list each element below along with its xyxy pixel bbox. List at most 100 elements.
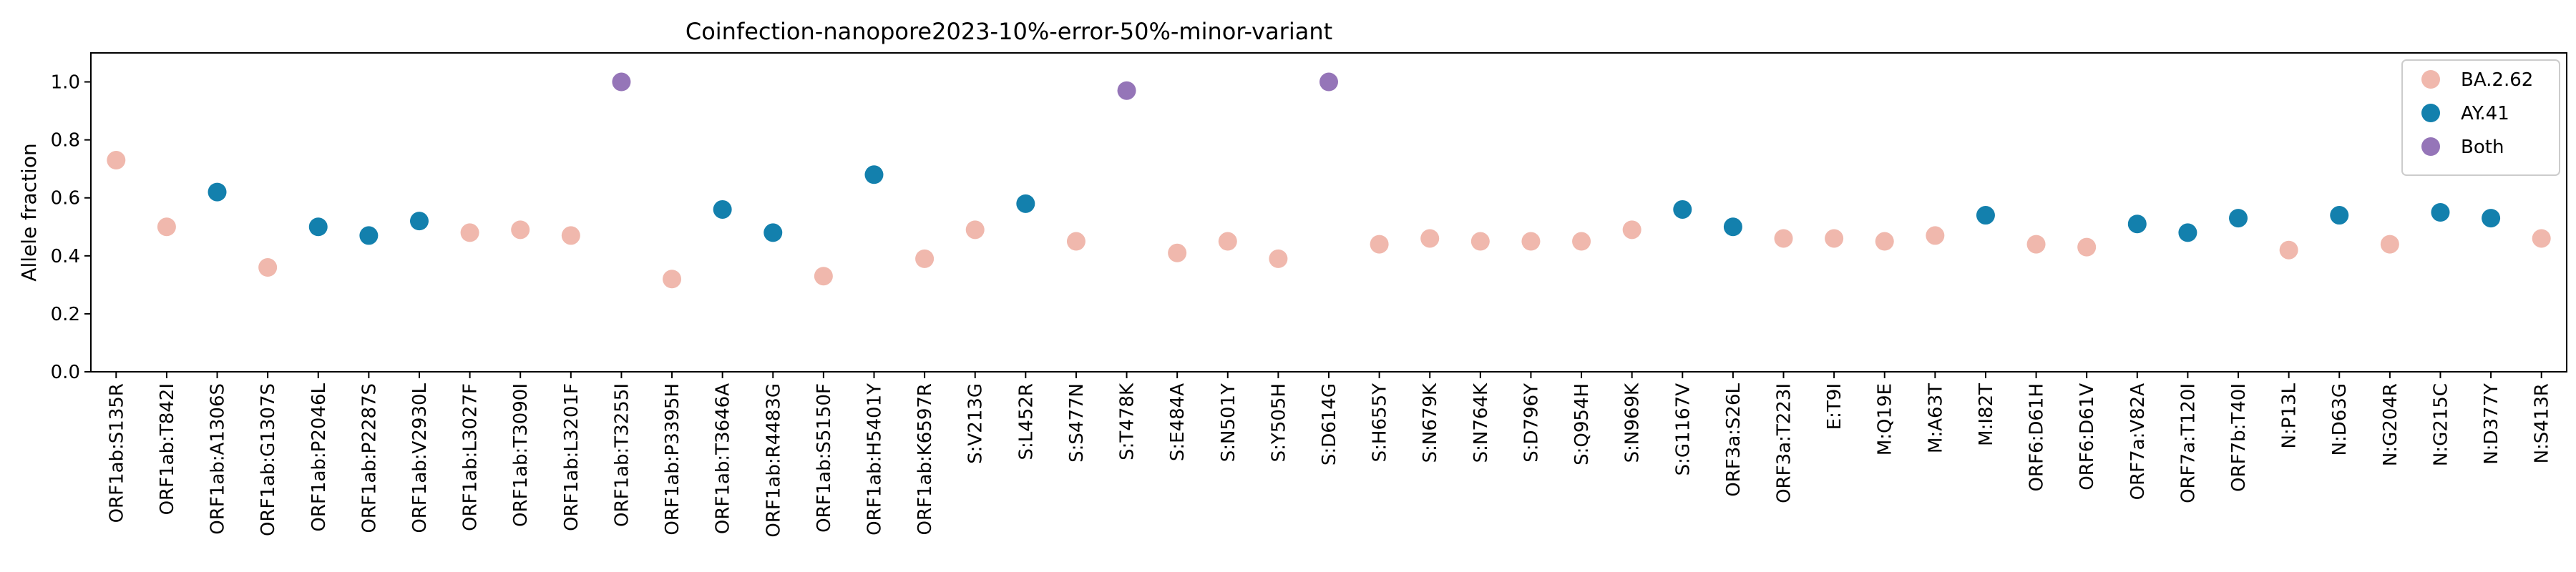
- x-tick-label: ORF1ab:T842I: [157, 383, 178, 515]
- data-point: [763, 223, 783, 242]
- x-tick-label: ORF1ab:T3090I: [510, 383, 532, 527]
- x-tick-label: N:G204R: [2380, 383, 2401, 466]
- x-tick-label: S:Q954H: [1571, 383, 1593, 465]
- data-point: [1875, 232, 1894, 251]
- data-point: [2330, 206, 2349, 225]
- x-tick-label: S:N501Y: [1218, 383, 1239, 462]
- data-point: [157, 217, 176, 237]
- data-point: [713, 199, 732, 219]
- data-point: [1168, 243, 1187, 262]
- x-tick-label: ORF1ab:T3646A: [713, 383, 734, 534]
- data-point: [814, 267, 833, 286]
- chart-title: Coinfection-nanopore2023-10%-error-50%-m…: [686, 18, 1332, 45]
- data-point: [2077, 237, 2097, 257]
- x-tick-label: N:P13L: [2279, 383, 2301, 448]
- data-point: [409, 212, 429, 231]
- x-tick-label: ORF3a:T223I: [1774, 383, 1795, 503]
- data-point: [107, 151, 126, 170]
- x-tick-label: M:A63T: [1925, 383, 1946, 453]
- x-tick-label: ORF1ab:L3027F: [460, 383, 482, 531]
- x-tick-label: ORF1ab:S5150F: [814, 383, 835, 533]
- data-point: [2178, 223, 2197, 242]
- data-point: [965, 220, 985, 240]
- x-tick-label: ORF7b:T40I: [2228, 383, 2250, 492]
- x-tick-label: ORF1ab:V2930L: [409, 383, 431, 533]
- x-tick-label: S:V213G: [965, 383, 987, 464]
- x-tick-label: S:S477N: [1066, 383, 1088, 463]
- legend-box: [2401, 59, 2560, 176]
- data-point: [1420, 229, 1440, 248]
- y-tick-label: 0.4: [51, 246, 80, 267]
- x-tick-label: ORF1ab:P2287S: [358, 383, 380, 533]
- data-point: [915, 249, 935, 268]
- data-point: [561, 226, 580, 245]
- data-point: [1269, 249, 1288, 268]
- x-tick-label: ORF7a:T120I: [2177, 383, 2199, 503]
- data-point: [1117, 81, 1136, 100]
- data-point: [2380, 235, 2399, 254]
- data-point: [2532, 229, 2551, 248]
- legend: BA.2.62 AY.41 Both: [2401, 59, 2560, 176]
- x-tick-label: S:D796Y: [1521, 383, 1542, 463]
- x-tick-label: N:D377Y: [2481, 383, 2502, 465]
- plot-area: [107, 72, 2551, 289]
- x-tick-label: S:D614G: [1319, 383, 1340, 465]
- x-tick-label: ORF1ab:R4483G: [763, 383, 784, 538]
- data-point: [1521, 232, 1541, 251]
- x-tick-label: S:T478K: [1117, 383, 1138, 460]
- legend-label: AY.41: [2461, 103, 2509, 124]
- data-point: [864, 165, 884, 184]
- x-tick-label: ORF7a:V82A: [2127, 383, 2149, 500]
- data-point: [1319, 72, 1338, 92]
- y-tick-label: 0.6: [51, 188, 80, 209]
- plot-frame: [90, 52, 2567, 373]
- y-axis-title: Allele fraction: [17, 143, 41, 281]
- data-point: [1066, 232, 1085, 251]
- x-tick-label: M:I82T: [1976, 383, 1997, 446]
- y-tick-label: 0.8: [51, 130, 80, 152]
- x-tick-label: S:N679K: [1420, 383, 1441, 463]
- data-point: [359, 226, 379, 245]
- x-tick-label: ORF1ab:P3395H: [662, 383, 683, 536]
- data-point: [2026, 235, 2046, 254]
- x-tick-label: E:T9I: [1824, 383, 1845, 430]
- data-point: [1774, 229, 1793, 248]
- x-tick-label: ORF1ab:S135R: [106, 383, 127, 523]
- x-tick-label: ORF1ab:L3201F: [561, 383, 582, 531]
- x-tick-label: ORF1ab:A1306S: [208, 383, 229, 535]
- x-tick-label: N:D63G: [2329, 383, 2351, 455]
- x-tick-label: ORF1ab:K6597R: [914, 383, 936, 536]
- x-tick-label: ORF6:D61V: [2077, 383, 2098, 490]
- x-tick-label: S:E484A: [1167, 383, 1189, 461]
- data-point: [258, 258, 278, 277]
- legend-marker: [2421, 104, 2440, 122]
- y-tick-label: 0.0: [51, 362, 80, 383]
- data-point: [1370, 235, 1389, 254]
- x-tick-label: ORF3a:S26L: [1723, 383, 1745, 496]
- x-tick-label: ORF1ab:T3255I: [611, 383, 633, 527]
- data-point: [2482, 209, 2501, 228]
- data-point: [511, 220, 530, 240]
- legend-marker: [2421, 70, 2440, 89]
- x-tick-label: S:G1167V: [1672, 383, 1694, 476]
- y-tick-label: 1.0: [51, 72, 80, 94]
- data-point: [1825, 229, 1844, 248]
- x-tick-label: S:N764K: [1470, 383, 1492, 463]
- y-tick-label: 0.2: [51, 304, 80, 325]
- data-point: [1976, 206, 1995, 225]
- data-point: [208, 182, 227, 202]
- x-axis: ORF1ab:S135R ORF1ab:T842I ORF1ab:A1306S ORF…: [106, 372, 2553, 538]
- x-tick-label: M:Q19E: [1875, 383, 1896, 455]
- data-point: [1926, 226, 1945, 245]
- legend-label: Both: [2461, 137, 2504, 158]
- data-point: [663, 270, 682, 289]
- data-point: [1673, 199, 1692, 219]
- x-tick-label: S:L452R: [1015, 383, 1037, 460]
- x-tick-label: S:Y505H: [1268, 383, 1289, 462]
- x-tick-label: ORF1ab:G1307S: [258, 383, 279, 536]
- x-tick-label: S:H655Y: [1370, 383, 1391, 462]
- x-tick-label: ORF1ab:P2046L: [308, 383, 330, 531]
- data-point: [612, 72, 631, 92]
- data-point: [460, 223, 479, 242]
